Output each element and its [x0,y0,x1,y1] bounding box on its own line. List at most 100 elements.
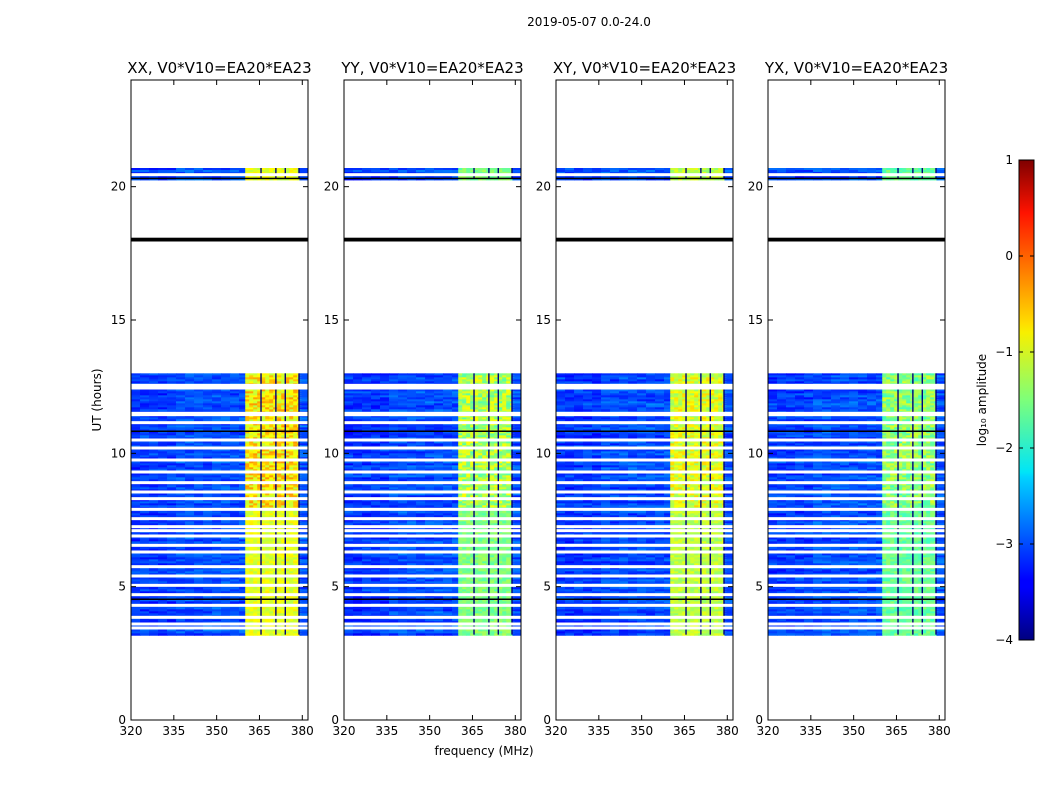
figure-title: 2019-05-07 0.0-24.0 [527,15,651,29]
flagged-row [556,411,733,415]
flagged-row [344,490,521,494]
flagged-row [768,574,945,578]
flagged-row [344,446,521,450]
flagged-row [556,173,733,177]
flagged-row [131,525,308,529]
x-tick-label: 320 [757,724,780,738]
flagged-row [344,615,521,619]
flagged-row [768,622,945,626]
y-tick-label: 0 [118,713,126,727]
colorbar-tick-label: 0 [1005,249,1013,263]
y-tick-label: 0 [331,713,339,727]
flagged-row [344,622,521,626]
x-tick-label: 350 [842,724,865,738]
flagged-row [131,615,308,619]
flagged-channel [488,373,490,635]
x-tick-label: 380 [291,724,314,738]
flagged-row [344,593,521,597]
x-axis-label: frequency (MHz) [434,744,533,758]
y-tick-label: 20 [111,180,126,194]
x-tick-label: 350 [205,724,228,738]
flagged-row [344,626,521,630]
y-tick-label: 15 [536,313,551,327]
x-tick-label: 320 [545,724,568,738]
flagged-channel [709,373,711,635]
flagged-row [344,574,521,578]
colorbar-tick-label: 1 [1005,153,1013,167]
flagged-row [344,529,521,533]
colorbar-scale [1018,159,1035,641]
y-tick-label: 20 [536,180,551,194]
flagged-row [131,565,308,569]
flagged-channel [275,373,277,635]
flagged-channel [298,373,300,635]
flagged-row [344,421,521,425]
flagged-row [344,481,521,485]
x-tick-label: 365 [248,724,271,738]
x-tick-label: 350 [630,724,653,738]
panels: 320 335 350 365 380 0 5 10 15 20 XX, V0*V10=EA20*E… [111,59,951,738]
y-tick-label: 10 [536,446,551,460]
flagged-row [131,497,308,501]
axes-frame [555,79,734,721]
flagged-channel [284,373,286,635]
flagged-row [131,470,308,474]
flagged-row [556,421,733,425]
x-tick-label: 320 [333,724,356,738]
flagged-row [344,497,521,501]
flagged-row [768,583,945,587]
flagged-row [768,593,945,597]
flagged-row [556,446,733,450]
flagged-row [344,173,521,177]
flagged-row [768,497,945,501]
dark-line [556,598,733,600]
flagged-row [344,458,521,462]
flagged-channel [685,373,687,635]
dark-line [556,177,733,180]
colorbar: 1 0 −1 −2 −3 −4 log₁₀ amplitude [975,153,1035,647]
y-tick-label: 0 [755,713,763,727]
dark-line [556,430,733,432]
flagged-row [768,565,945,569]
flagged-row [131,529,308,533]
colorbar-ticks: 1 0 −1 −2 −3 −4 [995,153,1034,647]
flagged-row [344,550,521,554]
colorbar-label: log₁₀ amplitude [975,354,989,446]
flagged-row [344,470,521,474]
flagged-row [131,386,308,390]
flagged-row [556,458,733,462]
flagged-channel [497,373,499,635]
flagged-row [131,517,308,521]
flagged-row [556,626,733,630]
flagged-row [556,438,733,442]
flagged-row [344,517,521,521]
flagged-row [556,525,733,529]
colorbar-tick-label: −2 [995,441,1013,455]
x-tick-label: 320 [120,724,143,738]
flagged-row [344,383,521,387]
flagged-row [768,525,945,529]
panel-title: XX, V0*V10=EA20*EA23 [127,59,311,77]
flagged-row [556,603,733,607]
flagged-row [131,383,308,387]
dark-line [131,430,308,432]
dark-line [556,237,733,241]
y-tick-label: 5 [331,580,339,594]
dark-line [768,177,945,180]
flagged-row [344,507,521,511]
dark-line [768,237,945,241]
flagged-row [556,534,733,538]
flagged-row [768,446,945,450]
x-tick-label: 365 [885,724,908,738]
dark-line [768,430,945,432]
flagged-row [768,626,945,630]
dark-line [344,237,521,241]
waterfall-image [131,168,309,636]
flagged-row [131,603,308,607]
flagged-row [344,583,521,587]
flagged-row [344,543,521,547]
flagged-row [768,173,945,177]
flagged-row [131,421,308,425]
flagged-row [768,386,945,390]
